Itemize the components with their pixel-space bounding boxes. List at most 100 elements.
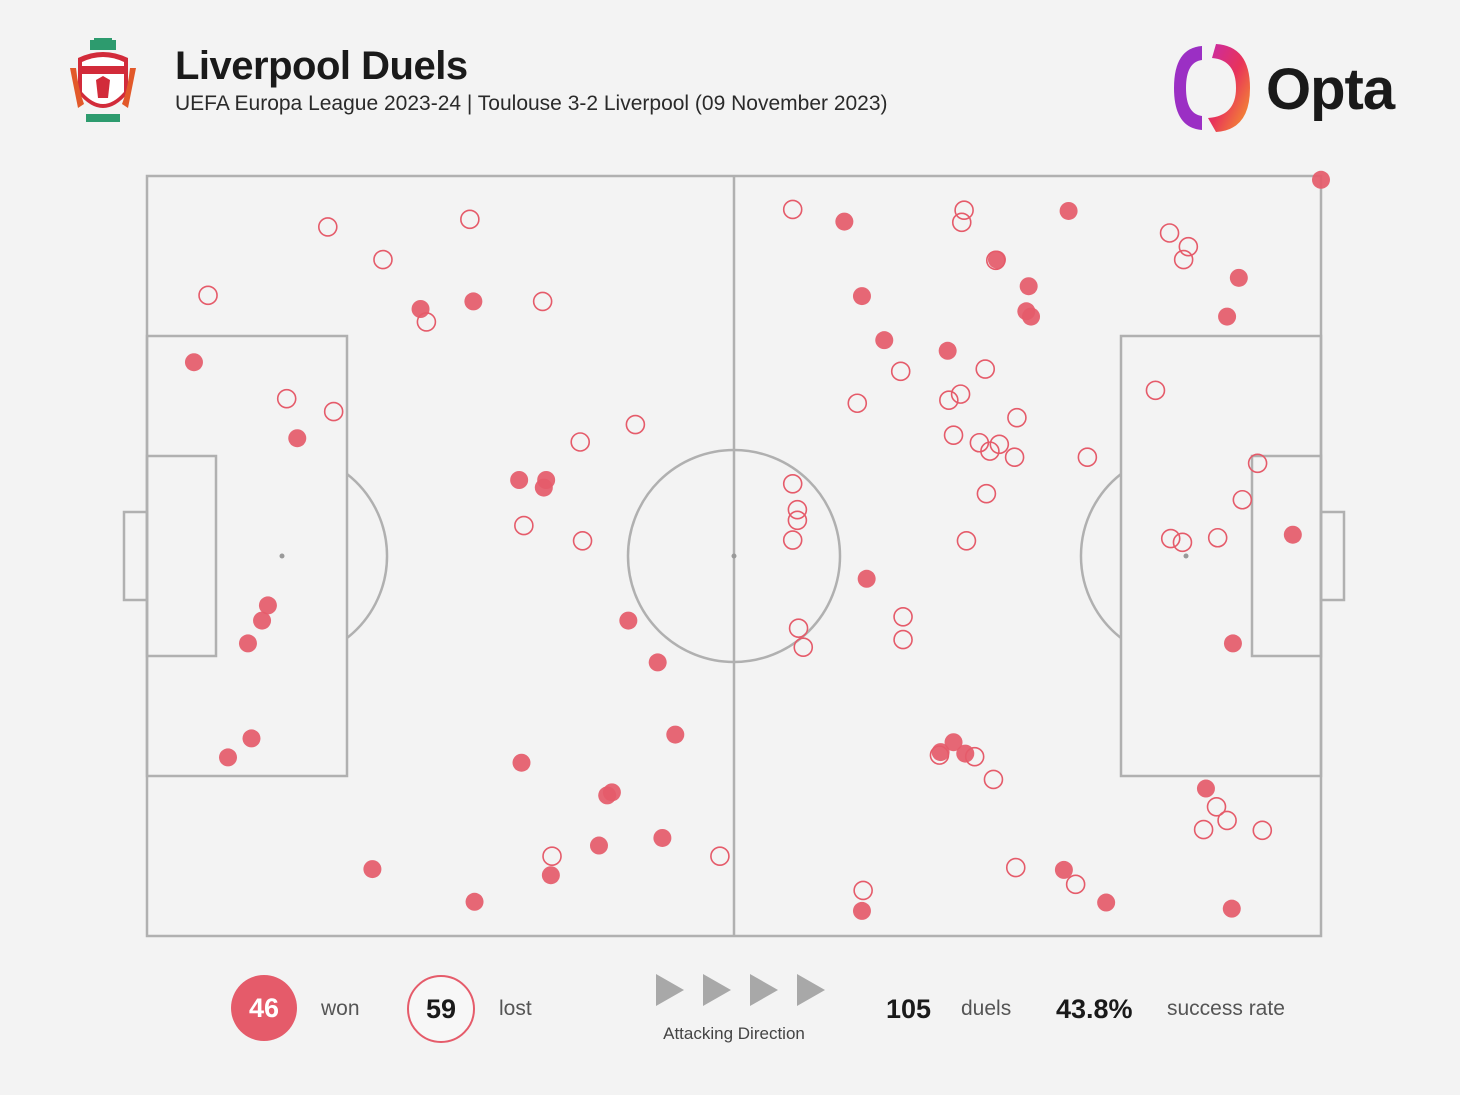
won-duel-point [512, 753, 531, 772]
centre-spot [731, 553, 737, 559]
arrow-icon [750, 974, 778, 1006]
won-duel-point [465, 892, 484, 911]
lost-duel-point [782, 199, 803, 220]
lost-duel-point [787, 510, 808, 531]
lost-duel-point [853, 880, 873, 901]
arrow-icon [703, 974, 731, 1006]
won-duel-point [464, 292, 483, 311]
won-duel-point [1054, 860, 1073, 879]
won-duel-point [238, 634, 257, 653]
lost-duel-point [710, 846, 730, 867]
lost-duel-point [1207, 527, 1228, 548]
right-penalty-box [1119, 334, 1323, 778]
success-rate-label: success rate [1167, 997, 1285, 1020]
won-duel-point [1196, 779, 1215, 798]
lost-duel-point [793, 637, 814, 658]
lost-duel-point [1005, 857, 1026, 878]
left-six-yard-box [145, 454, 218, 658]
lost-duel-point [954, 200, 974, 220]
won-duel-point [219, 748, 238, 767]
lost-duel-point [956, 530, 977, 551]
won-duel-point [875, 331, 894, 350]
lost-duel-point [893, 606, 913, 627]
success-rate-value: 43.8% [1056, 994, 1133, 1024]
won-duel-point [1229, 268, 1248, 287]
lost-duel-point [1004, 447, 1025, 468]
lost-duel-point [1065, 874, 1086, 895]
left-goal [122, 510, 149, 602]
lost-duel-point [1178, 236, 1199, 257]
won-duel-point [648, 653, 667, 672]
attacking-direction-label: Attacking Direction [663, 1024, 805, 1043]
won-duel-point [852, 901, 871, 920]
duels-label: duels [961, 997, 1012, 1020]
won-label: won [321, 997, 360, 1020]
won-duel-point [242, 729, 261, 748]
won-duel-point [938, 341, 957, 360]
brand-name: Opta [1266, 57, 1395, 122]
right-six-yard-box [1250, 454, 1323, 658]
won-duel-point [288, 429, 307, 448]
lost-duel-point [787, 499, 808, 520]
won-duels-series [184, 170, 1330, 920]
won-duel-point [184, 353, 203, 372]
right-penalty-arc [1079, 473, 1122, 639]
lost-count-badge: 59 [407, 975, 475, 1043]
won-duel-point [1022, 307, 1041, 326]
won-duel-point [1097, 893, 1116, 912]
won-duel-point [258, 596, 277, 615]
lost-duel-point [847, 393, 868, 414]
lost-duel-point [276, 388, 297, 409]
right-penalty-spot [1183, 553, 1189, 559]
header: Liverpool Duels UEFA Europa League 2023-… [0, 0, 1460, 150]
opta-logo-icon [1174, 44, 1250, 132]
won-duel-point [411, 300, 430, 318]
lost-duel-point [1145, 380, 1166, 401]
lost-duel-point [1173, 249, 1194, 270]
lost-duel-point [893, 629, 913, 650]
lost-duel-point [1007, 407, 1027, 428]
liverpool-crest-icon [70, 38, 136, 122]
lost-duel-point [542, 846, 562, 867]
won-duel-point [931, 743, 950, 762]
won-duel-point [852, 287, 871, 306]
won-duel-point [1218, 307, 1237, 326]
lost-duel-point [976, 483, 997, 504]
won-duel-point [1059, 201, 1078, 220]
lost-duel-point [782, 473, 803, 494]
arrow-icon [797, 974, 825, 1006]
won-duel-point [653, 828, 672, 847]
lost-duel-point [975, 359, 996, 379]
won-duel-point [589, 836, 608, 855]
lost-duel-point [1172, 532, 1193, 553]
won-duel-point [666, 725, 685, 744]
lost-duel-point [788, 618, 809, 639]
won-duel-point [541, 866, 560, 885]
lost-duel-point [198, 285, 218, 306]
lost-duel-point [939, 390, 959, 411]
won-duel-point [857, 569, 876, 588]
pitch-lines [122, 174, 1346, 938]
lost-duel-point [317, 217, 338, 237]
arrow-icon [656, 974, 684, 1006]
won-duel-point [1312, 170, 1330, 189]
attacking-direction-arrows-icon [656, 974, 825, 1006]
lost-duel-point [323, 401, 344, 422]
lost-duel-point [1159, 223, 1180, 243]
total-duels-value: 105 [886, 994, 932, 1024]
page-title: Liverpool Duels [175, 44, 468, 88]
lost-duel-point [943, 425, 964, 445]
lost-duel-point [460, 209, 480, 230]
won-duel-point [619, 611, 638, 630]
lost-duel-point [782, 530, 803, 550]
lost-duel-point [1232, 489, 1253, 510]
left-penalty-spot [279, 553, 285, 559]
won-count-badge: 46 [231, 975, 297, 1041]
lost-duel-point [951, 212, 972, 233]
won-duel-point [1019, 277, 1038, 296]
lost-duel-point [514, 515, 534, 536]
won-duel-point [363, 860, 382, 879]
lost-duel-point [1252, 820, 1273, 841]
lost-duel-point [1217, 810, 1237, 831]
won-duel-point [944, 733, 963, 752]
